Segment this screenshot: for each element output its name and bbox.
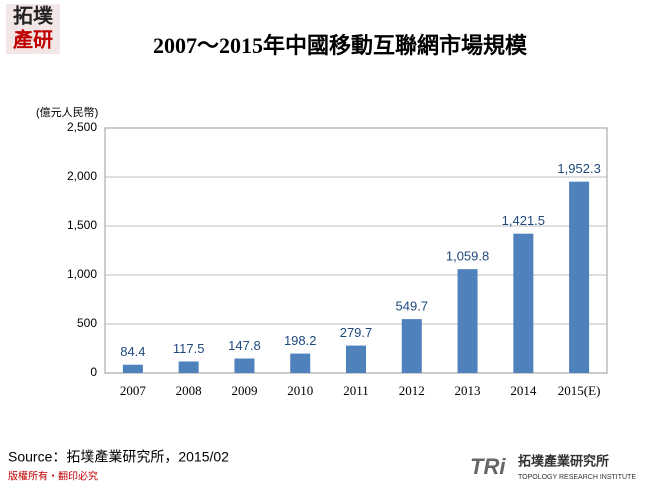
x-tick-label: 2015(E) (558, 383, 601, 398)
value-label: 1,952.3 (557, 161, 600, 176)
value-label: 147.8 (228, 338, 261, 353)
value-label: 117.5 (173, 341, 205, 356)
y-axis-label: (億元人民幣) (36, 106, 98, 119)
y-tick-label: 1,500 (67, 218, 97, 232)
brand-name: 拓墣產業研究所 (518, 453, 609, 468)
bar (457, 269, 478, 373)
bar (234, 358, 255, 373)
bar (569, 181, 590, 373)
x-tick-label: 2007 (120, 383, 147, 398)
x-tick-label: 2010 (287, 383, 313, 398)
bar (178, 361, 199, 373)
logo-text: 拓墣 (13, 4, 54, 27)
x-tick-label: 2013 (455, 383, 481, 398)
y-tick-label: 0 (90, 365, 97, 379)
bar (122, 364, 143, 373)
value-label: 279.7 (340, 325, 373, 340)
value-label: 1,421.5 (502, 213, 545, 228)
y-tick-label: 2,500 (67, 120, 97, 134)
logo-box (6, 4, 60, 54)
x-tick-label: 2009 (231, 383, 257, 398)
x-tick-label: 2011 (343, 383, 369, 398)
bar (513, 233, 534, 373)
value-label: 1,059.8 (446, 249, 489, 264)
brand-english: TOPOLOGY RESEARCH INSTITUTE (518, 474, 636, 481)
value-label: 84.4 (120, 344, 145, 359)
bar (346, 345, 366, 373)
chart-title: 2007～2015年中國移動互聯網市場規模 (153, 33, 528, 58)
x-tick-label: 2012 (399, 383, 425, 398)
copyright: 版權所有‧翻印必究 (8, 470, 98, 483)
y-tick-label: 2,000 (67, 169, 97, 183)
value-label: 198.2 (284, 333, 317, 348)
value-label: 549.7 (396, 299, 429, 314)
source: Source：拓墣產業研究所，2015/02 (8, 449, 229, 465)
x-tick-label: 2014 (510, 383, 537, 398)
x-tick-label: 2008 (176, 383, 202, 398)
logo-text: 產研 (13, 27, 53, 51)
y-tick-label: 500 (77, 316, 97, 330)
bar (401, 319, 422, 373)
y-tick-label: 1,000 (67, 267, 97, 281)
brand-logo: TRi (470, 454, 506, 479)
bar (290, 353, 311, 373)
